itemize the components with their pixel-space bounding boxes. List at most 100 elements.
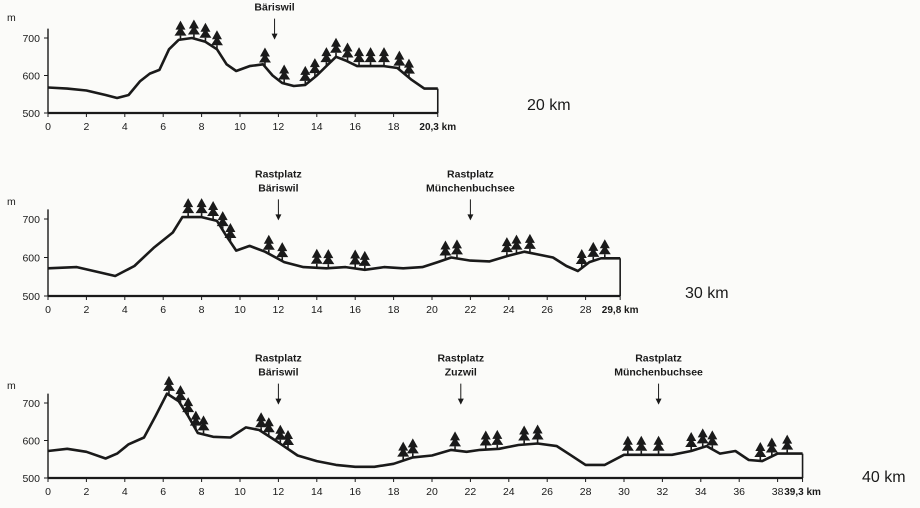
tree-trunk xyxy=(316,263,318,268)
tree-trunk xyxy=(168,390,170,395)
tree-icon xyxy=(278,64,291,84)
tree-icon xyxy=(706,430,719,450)
tree-crown xyxy=(402,58,415,74)
x-tick-label: 2 xyxy=(83,486,89,498)
x-tick-label: 16 xyxy=(349,486,361,498)
rest-area-label-line1: Rastplatz xyxy=(255,353,302,365)
tree-icon xyxy=(199,22,212,42)
distance-label: 20 km xyxy=(527,97,571,114)
x-tick-label: 4 xyxy=(122,121,128,133)
tree-trunk xyxy=(515,249,518,254)
tree-icon xyxy=(587,241,600,261)
tree-trunk xyxy=(327,264,330,269)
tree-icon xyxy=(310,248,323,268)
x-tick-label: 10 xyxy=(234,486,246,498)
tree-crown xyxy=(598,239,611,255)
rest-area-arrow-head xyxy=(275,214,282,221)
tree-crown xyxy=(162,375,175,391)
tree-icon xyxy=(207,200,220,220)
x-tick-label: 16 xyxy=(349,304,361,316)
tree-icon xyxy=(282,429,294,449)
tree-trunk xyxy=(364,265,366,270)
tree-trunk xyxy=(195,425,197,430)
tree-trunk xyxy=(325,62,328,67)
y-tick-label: 700 xyxy=(22,398,40,410)
tree-icon xyxy=(299,65,312,85)
tree-trunk xyxy=(354,264,356,269)
tree-icon xyxy=(274,424,287,444)
tree-trunk xyxy=(216,45,218,50)
tree-icon xyxy=(187,19,200,39)
x-tick-label: 12 xyxy=(273,121,285,133)
rest-area-label-line2: Münchenbuchsee xyxy=(614,367,703,379)
tree-icon xyxy=(224,223,237,243)
rest-area-arrow-head xyxy=(467,214,474,221)
tree-icon xyxy=(500,237,513,257)
tree-crown xyxy=(696,428,709,444)
x-tick-label: 28 xyxy=(580,486,592,498)
tree-trunk xyxy=(193,34,195,39)
tree-crown xyxy=(224,223,237,239)
x-tick-label: 20 xyxy=(426,304,438,316)
tree-crown xyxy=(491,429,504,445)
x-tick-label: 6 xyxy=(160,486,166,498)
x-tick-label: 6 xyxy=(160,304,166,316)
tree-crown xyxy=(358,250,371,266)
tree-trunk xyxy=(627,450,629,455)
rest-area-label-line2: Zuzwil xyxy=(445,367,477,379)
tree-crown xyxy=(262,417,275,433)
tree-crown xyxy=(330,37,342,53)
x-tick-label: 24 xyxy=(503,486,515,498)
x-tick-label: 18 xyxy=(388,304,400,316)
tree-crown xyxy=(255,412,268,428)
tree-crown xyxy=(652,435,665,451)
tree-icon xyxy=(754,441,767,461)
tree-crown xyxy=(450,239,463,255)
tree-icon xyxy=(258,47,271,67)
tree-trunk xyxy=(369,62,372,67)
x-tick-label: 28 xyxy=(580,304,592,316)
tree-crown xyxy=(765,437,778,453)
tree-icon xyxy=(262,417,275,437)
x-tick-label: 0 xyxy=(45,486,51,498)
tree-icon xyxy=(276,242,289,262)
tree-trunk xyxy=(657,450,660,455)
tree-trunk xyxy=(536,439,539,444)
tree-crown xyxy=(195,198,208,214)
tree-icon xyxy=(189,410,202,430)
tree-icon xyxy=(449,431,462,451)
x-tick-label: 24 xyxy=(503,304,515,316)
tree-icon xyxy=(781,434,794,454)
tree-icon xyxy=(635,435,648,455)
rest-area-label-line2: Bäriswil xyxy=(254,2,294,14)
x-end-label: 29,8 km xyxy=(602,305,639,316)
x-tick-label: 10 xyxy=(234,121,246,133)
tree-crown xyxy=(449,431,462,447)
tree-icon xyxy=(696,428,709,448)
tree-icon xyxy=(652,435,665,455)
tree-crown xyxy=(174,20,187,36)
x-tick-label: 38 xyxy=(772,486,784,498)
tree-crown xyxy=(322,249,335,265)
tree-trunk xyxy=(283,79,285,84)
tree-trunk xyxy=(444,255,447,260)
x-tick-label: 4 xyxy=(122,486,128,498)
tree-crown xyxy=(308,58,321,74)
tree-icon xyxy=(510,234,523,254)
tree-trunk xyxy=(701,443,704,448)
tree-crown xyxy=(207,200,220,216)
rest-area-label-line1: Rastplatz xyxy=(635,353,682,365)
x-tick-label: 8 xyxy=(199,486,205,498)
tree-icon xyxy=(479,430,492,450)
tree-trunk xyxy=(304,80,307,85)
y-unit-label: m xyxy=(7,380,16,392)
tree-crown xyxy=(393,50,406,66)
y-tick-label: 500 xyxy=(22,291,40,303)
tree-icon xyxy=(621,435,634,455)
y-tick-label: 500 xyxy=(22,108,40,120)
tree-trunk xyxy=(529,248,531,253)
tree-trunk xyxy=(264,62,266,67)
